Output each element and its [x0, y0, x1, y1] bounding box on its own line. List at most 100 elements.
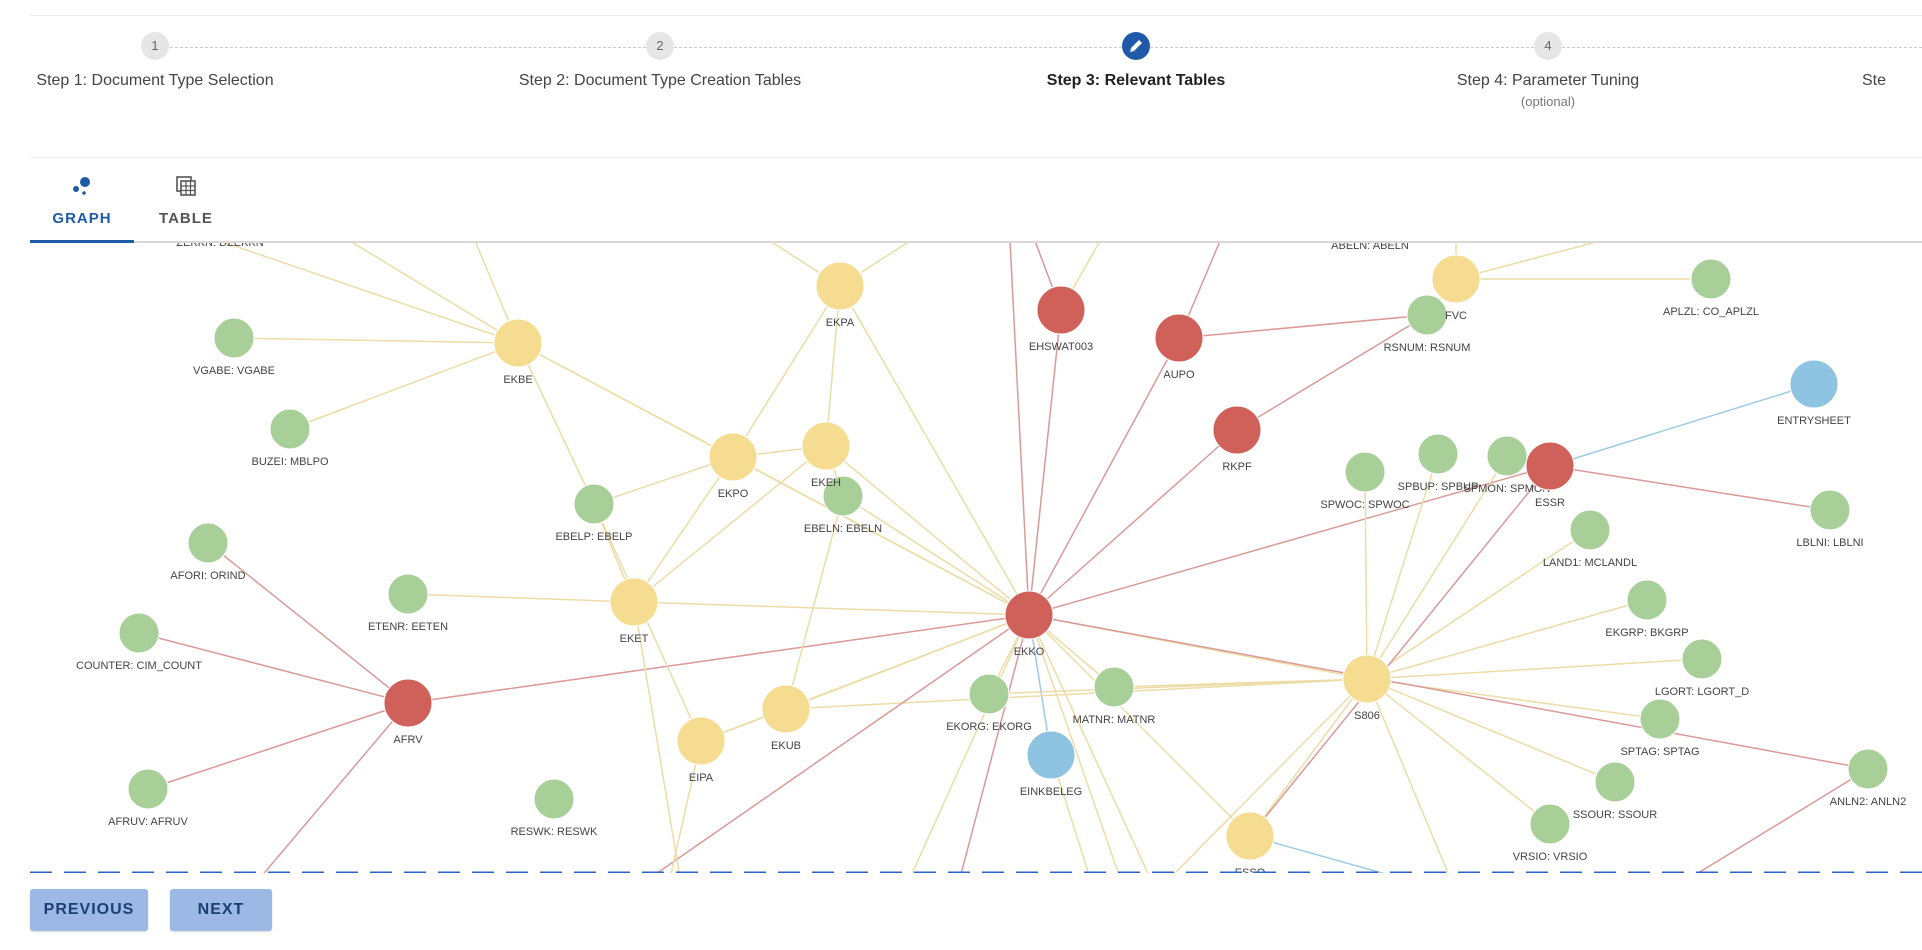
graph-node-circle[interactable] [573, 483, 615, 525]
graph-node-circle[interactable] [708, 432, 758, 482]
graph-node-circle[interactable] [1525, 441, 1575, 491]
graph-node-circle[interactable] [1529, 803, 1571, 845]
graph-node-circle[interactable] [269, 408, 311, 450]
graph-node[interactable]: VGABE: VGABE [193, 317, 275, 377]
graph-node-circle[interactable] [1212, 405, 1262, 455]
graph-node[interactable]: EKEH [801, 421, 851, 489]
graph-node-circle[interactable] [815, 261, 865, 311]
graph-node[interactable]: EKGRP: BKGRP [1605, 579, 1689, 639]
graph-node[interactable]: VRSIO: VRSIO [1513, 803, 1588, 863]
graph-edge [1028, 614, 1120, 873]
graph-node-circle[interactable] [1681, 638, 1723, 680]
graph-node[interactable]: ESSO [1225, 811, 1275, 873]
graph-node[interactable]: ANLN2: ANLN2 [1830, 748, 1906, 808]
graph-node-circle[interactable] [187, 522, 229, 564]
graph-node-circle[interactable] [1847, 748, 1889, 790]
graph-node-circle[interactable] [1406, 294, 1448, 336]
graph-node-circle[interactable] [609, 577, 659, 627]
graph-node-circle[interactable] [822, 475, 864, 517]
graph-node[interactable]: AFORI: ORIND [170, 522, 246, 582]
graph-node-circle[interactable] [1486, 435, 1528, 477]
graph-node-circle[interactable] [1690, 258, 1732, 300]
graph-node[interactable]: FVC [1431, 254, 1481, 322]
graph-node-circle[interactable] [1344, 451, 1386, 493]
previous-button[interactable]: PREVIOUS [30, 889, 148, 931]
graph-node[interactable]: ENTRYSHEET [1777, 359, 1851, 427]
graph-edge [1173, 678, 1368, 873]
graph-node[interactable]: SPMON: SPMON [1464, 435, 1551, 495]
graph-node-circle[interactable] [1569, 509, 1611, 551]
graph-node-circle[interactable] [761, 684, 811, 734]
graph-node[interactable]: APLZL: CO_APLZL [1663, 258, 1759, 318]
graph-node-circle[interactable] [383, 678, 433, 728]
graph-node[interactable]: EIPA [676, 716, 726, 784]
graph-node[interactable]: EBELP: EBELP [555, 483, 633, 543]
graph-node[interactable]: LGORT: LGORT_D [1655, 638, 1749, 698]
graph-node-circle[interactable] [1431, 254, 1481, 304]
graph-node-circle[interactable] [1417, 433, 1459, 475]
graph-node-label: AFRV [393, 734, 423, 746]
graph-node-circle[interactable] [1342, 654, 1392, 704]
graph-node[interactable]: MATNR: MATNR [1073, 666, 1156, 726]
graph-node[interactable]: ETENR: EETEN [368, 573, 448, 633]
graph-node-circle[interactable] [213, 317, 255, 359]
graph-node-circle[interactable] [127, 768, 169, 810]
step-badge-active [1122, 32, 1150, 60]
graph-node-circle[interactable] [387, 573, 429, 615]
graph-canvas[interactable]: ZEKKN: DZEKKN VGABE: VGABE BUZEI: MBLPO AFO… [30, 158, 1922, 873]
graph-node[interactable]: BUZEI: MBLPO [251, 408, 329, 468]
graph-node[interactable]: LAND1: MCLANDL [1543, 509, 1637, 569]
graph-node-label: ANLN2: ANLN2 [1830, 796, 1906, 808]
graph-node-label: EKPA [826, 317, 855, 329]
graph-node-circle[interactable] [1093, 666, 1135, 708]
graph-node[interactable]: EHSWAT003 [1029, 285, 1093, 353]
graph-node[interactable]: RSNUM: RSNUM [1384, 294, 1471, 354]
graph-node[interactable]: EINKBELEG [1020, 730, 1082, 798]
graph-node[interactable]: EKKO [1004, 590, 1054, 658]
graph-node-circle[interactable] [1026, 730, 1076, 780]
graph-node[interactable]: RKPF [1212, 405, 1262, 473]
graph-node-circle[interactable] [1225, 811, 1275, 861]
graph-node-circle[interactable] [968, 673, 1010, 715]
tab-table[interactable]: TABLE [134, 158, 238, 241]
graph-node-circle[interactable] [1789, 359, 1839, 409]
graph-node-label: ENTRYSHEET [1777, 415, 1851, 427]
graph-node[interactable]: EKET [609, 577, 659, 645]
graph-node[interactable]: EKUB [761, 684, 811, 752]
graph-node[interactable]: SSOUR: SSOUR [1573, 761, 1657, 821]
graph-node-circle[interactable] [533, 778, 575, 820]
graph-node[interactable]: EKORG: EKORG [946, 673, 1032, 733]
graph-node[interactable]: LBLNI: LBLNI [1796, 489, 1864, 549]
graph-node[interactable]: AUPO [1154, 313, 1204, 381]
graph-node-circle[interactable] [1809, 489, 1851, 531]
graph-node-circle[interactable] [1004, 590, 1054, 640]
tab-graph[interactable]: GRAPH [30, 158, 134, 243]
graph-node[interactable]: COUNTER: CIM_COUNT [76, 612, 202, 672]
graph-node[interactable]: EKPO [708, 432, 758, 500]
graph-node-circle[interactable] [493, 318, 543, 368]
graph-node-circle[interactable] [1626, 579, 1668, 621]
graph-node[interactable]: SPWOC: SPWOC [1320, 451, 1410, 511]
graph-node[interactable]: AFRUV: AFRUV [108, 768, 188, 828]
graph-node-circle[interactable] [801, 421, 851, 471]
graph-node[interactable]: EKPA [815, 261, 865, 329]
graph-edge [1249, 465, 1551, 837]
graph-node-circle[interactable] [1639, 698, 1681, 740]
graph-node-circle[interactable] [1154, 313, 1204, 363]
graph-node[interactable]: SPBUP: SPBUP [1398, 433, 1479, 493]
graph-node[interactable]: AFRV [383, 678, 433, 746]
graph-node[interactable]: EBELN: EBELN [804, 475, 882, 535]
graph-node-circle[interactable] [676, 716, 726, 766]
graph-node[interactable]: RESWK: RESWK [511, 778, 598, 838]
graph-node[interactable]: EKBE [493, 318, 543, 386]
graph-node-circle[interactable] [1036, 285, 1086, 335]
graph-node-circle[interactable] [118, 612, 160, 654]
graph-node[interactable]: SPTAG: SPTAG [1620, 698, 1700, 758]
graph-node[interactable]: ESSR [1525, 441, 1575, 509]
graph-node[interactable]: S806 [1342, 654, 1392, 722]
next-button[interactable]: NEXT [170, 889, 272, 931]
graph-node-circle[interactable] [1594, 761, 1636, 803]
graph-node[interactable]: ABELN: ABELN [1331, 240, 1409, 252]
